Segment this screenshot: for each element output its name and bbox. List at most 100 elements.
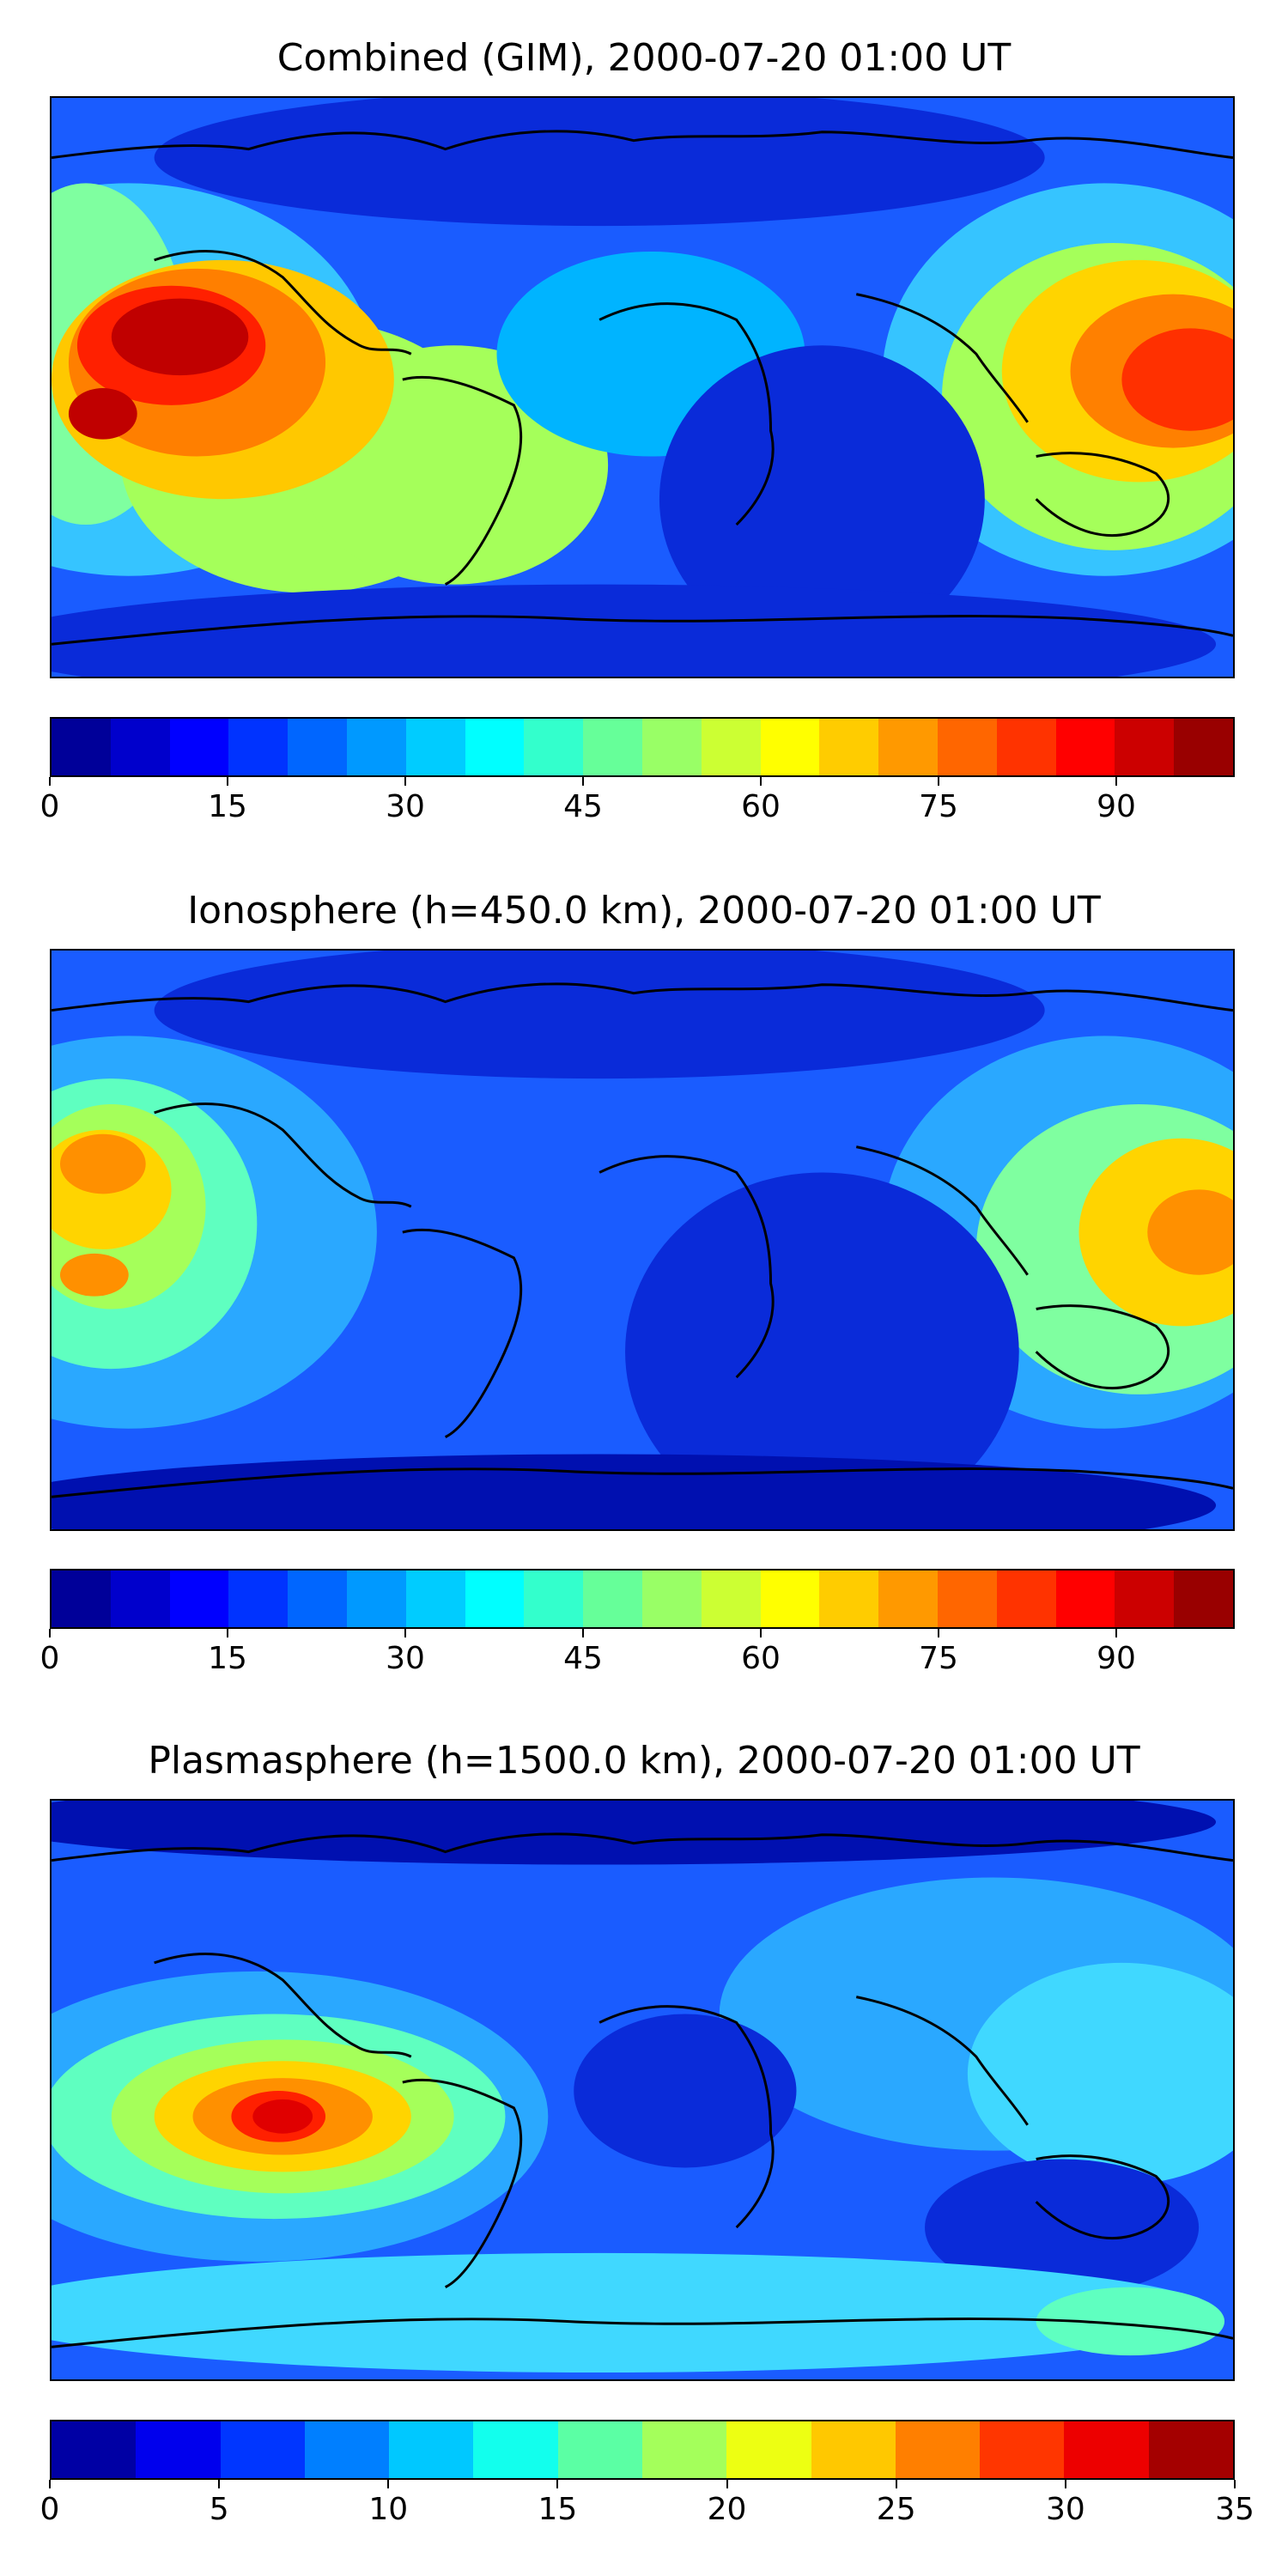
- colorbar-tick-label: 20: [707, 2492, 747, 2527]
- colorbar-segment: [228, 719, 289, 775]
- colorbar-tick-mark: [227, 1629, 228, 1637]
- colorbar-segment: [389, 2421, 474, 2478]
- panel-2-field: [52, 951, 1233, 1529]
- colorbar-segment: [1055, 1571, 1115, 1627]
- colorbar-tick-label: 45: [563, 1641, 603, 1676]
- colorbar-tick-mark: [387, 2480, 390, 2488]
- panel-3-map: [50, 1799, 1235, 2381]
- colorbar-segment: [169, 719, 229, 775]
- colorbar-tick-label: 90: [1097, 1641, 1136, 1676]
- colorbar-tick-mark: [1115, 1629, 1117, 1637]
- colorbar-tick-label: 0: [39, 789, 60, 824]
- colorbar-segment: [811, 2421, 896, 2478]
- panel-2-map-svg: [52, 951, 1233, 1529]
- colorbar-segment: [465, 1571, 525, 1627]
- colorbar-tick-mark: [1115, 777, 1117, 786]
- colorbar-tick-label: 0: [39, 2492, 60, 2527]
- colorbar-tick-mark: [404, 777, 406, 786]
- colorbar-segment: [228, 1571, 289, 1627]
- colorbar-tick-label: 35: [1215, 2492, 1255, 2527]
- colorbar-segment: [819, 719, 879, 775]
- colorbar-segment: [52, 1571, 111, 1627]
- colorbar-segment: [641, 2421, 727, 2478]
- colorbar-tick-mark: [582, 1629, 584, 1637]
- colorbar-segment: [895, 2421, 981, 2478]
- colorbar-tick-mark: [760, 777, 762, 786]
- colorbar-segment: [110, 719, 170, 775]
- colorbar-segment: [1174, 719, 1233, 775]
- colorbar-segment: [1115, 719, 1175, 775]
- colorbar-tick-mark: [49, 777, 51, 786]
- colorbar-segment: [878, 1571, 938, 1627]
- colorbar-tick-label: 60: [741, 789, 781, 824]
- colorbar-tick-label: 30: [386, 789, 425, 824]
- colorbar-segment: [760, 1571, 820, 1627]
- colorbar-tick-mark: [404, 1629, 406, 1637]
- colorbar-tick-label: 75: [919, 789, 958, 824]
- colorbar-segment: [405, 719, 465, 775]
- colorbar-tick-mark: [49, 1629, 51, 1637]
- colorbar-segment: [937, 1571, 997, 1627]
- colorbar-segment: [760, 719, 820, 775]
- colorbar-tick-label: 15: [208, 1641, 247, 1676]
- panel-3-map-svg: [52, 1801, 1233, 2379]
- panel-3-colorbar-ticks: 0 5 10 15 20 25 30 35: [40, 2480, 1255, 2531]
- panel-2-colorbar-ticks: 0 15 30 45 60 75 90: [40, 1629, 1235, 1680]
- colorbar-tick-mark: [1234, 2480, 1236, 2488]
- colorbar-segment: [980, 2421, 1065, 2478]
- colorbar-segment: [583, 719, 642, 775]
- colorbar-segment: [304, 2421, 390, 2478]
- panel-1-colorbar-ticks: 0 15 30 45 60 75 90: [40, 777, 1235, 829]
- panel-1-map-svg: [52, 98, 1233, 677]
- colorbar-tick-label: 0: [39, 1641, 60, 1676]
- colorbar-segment: [169, 1571, 229, 1627]
- panel-1-field: [52, 98, 1233, 677]
- colorbar-segment: [557, 2421, 642, 2478]
- colorbar-tick-label: 15: [208, 789, 247, 824]
- panel-2-title: Ionosphere (h=450.0 km), 2000-07-20 01:0…: [187, 889, 1101, 933]
- colorbar-segment: [405, 1571, 465, 1627]
- colorbar-segment: [465, 719, 525, 775]
- colorbar-tick-label: 25: [876, 2492, 916, 2527]
- colorbar-segment: [1174, 1571, 1233, 1627]
- colorbar-segment: [996, 1571, 1056, 1627]
- panel-1-title: Combined (GIM), 2000-07-20 01:00 UT: [276, 36, 1012, 80]
- colorbar-tick-mark: [726, 2480, 728, 2488]
- colorbar-tick-mark: [49, 2480, 51, 2488]
- colorbar-segment: [996, 719, 1056, 775]
- colorbar-segment: [701, 1571, 761, 1627]
- colorbar-segment: [52, 2421, 137, 2478]
- colorbar-segment: [52, 719, 111, 775]
- colorbar-segment: [110, 1571, 170, 1627]
- colorbar-tick-mark: [218, 2480, 221, 2488]
- colorbar-tick-label: 30: [1045, 2492, 1085, 2527]
- colorbar-segment: [641, 1571, 702, 1627]
- colorbar-segment: [288, 719, 347, 775]
- panel-3-title: Plasmasphere (h=1500.0 km), 2000-07-20 0…: [148, 1739, 1140, 1783]
- colorbar-tick-mark: [227, 777, 228, 786]
- colorbar-segment: [220, 2421, 305, 2478]
- colorbar-segment: [1115, 1571, 1175, 1627]
- colorbar-segment: [641, 719, 702, 775]
- panel-3-coastlines: [52, 1832, 1233, 2348]
- panel-1-map: [50, 96, 1235, 678]
- colorbar-segment: [288, 1571, 347, 1627]
- panel-1-coastlines: [52, 130, 1233, 646]
- colorbar-tick-label: 45: [563, 789, 603, 824]
- panel-2-coastlines: [52, 982, 1233, 1498]
- colorbar-tick-mark: [938, 1629, 939, 1637]
- panel-3-colorbar: [50, 2420, 1235, 2480]
- colorbar-segment: [726, 2421, 811, 2478]
- colorbar-segment: [878, 719, 938, 775]
- colorbar-segment: [1064, 2421, 1149, 2478]
- colorbar-tick-label: 10: [368, 2492, 409, 2527]
- colorbar-segment: [819, 1571, 879, 1627]
- colorbar-tick-label: 15: [538, 2492, 578, 2527]
- colorbar-tick-mark: [938, 777, 939, 786]
- colorbar-tick-mark: [895, 2480, 897, 2488]
- panel-1-colorbar: [50, 717, 1235, 777]
- colorbar-segment: [1148, 2421, 1233, 2478]
- colorbar-segment: [524, 719, 584, 775]
- colorbar-tick-mark: [556, 2480, 559, 2488]
- colorbar-segment: [346, 1571, 406, 1627]
